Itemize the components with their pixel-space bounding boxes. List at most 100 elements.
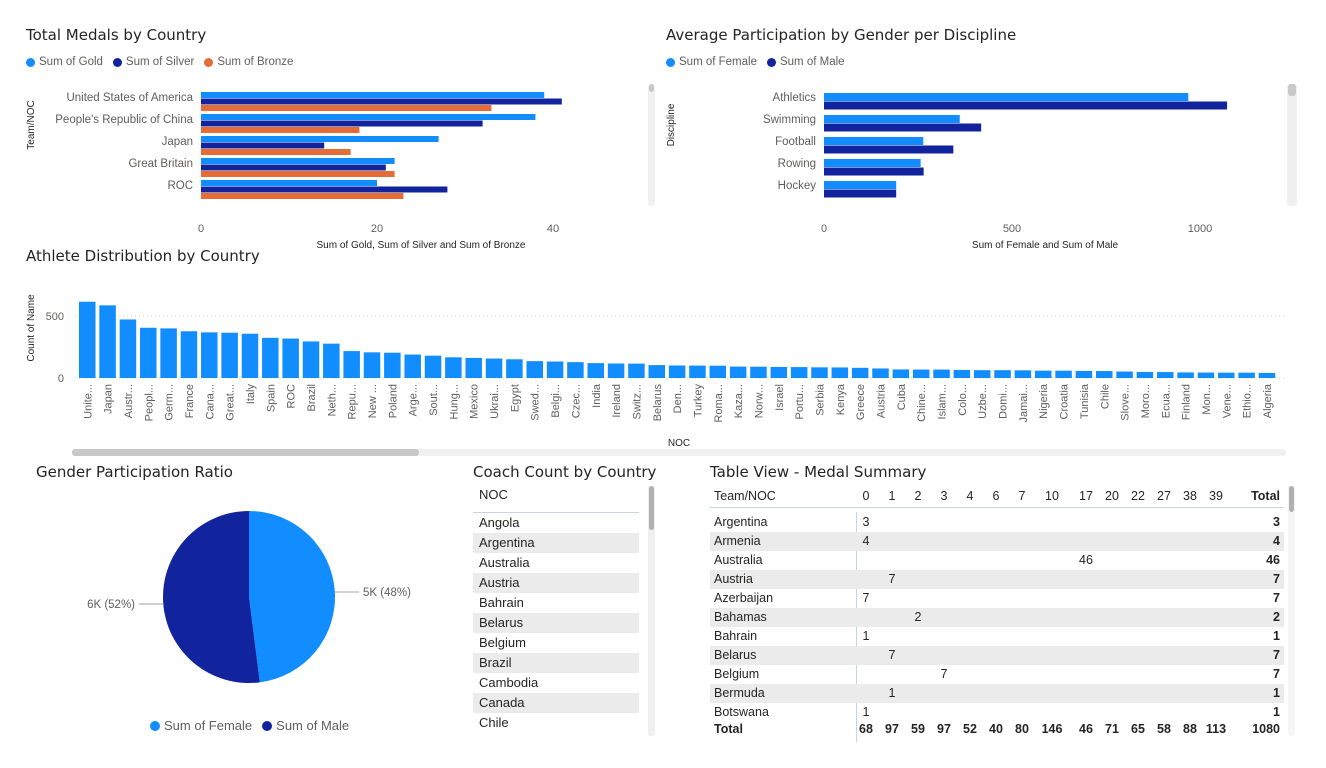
legend-dot-gold [26, 57, 35, 67]
legend-label-gold: Sum of Gold [39, 56, 103, 68]
row-team-name: Botswana [714, 705, 769, 719]
bar-sum-of-gold [201, 158, 395, 164]
table-row[interactable]: Armenia 4 4 [710, 532, 1284, 551]
category-label: Ireland [611, 384, 623, 418]
category-label: Neth... [326, 384, 338, 416]
medals-scroll-thumb[interactable] [649, 84, 654, 92]
table-header-column: 7 [1018, 489, 1026, 503]
category-label: New ... [367, 384, 379, 418]
athlete-bar [933, 369, 950, 378]
column-total: 97 [937, 722, 951, 736]
table-row[interactable]: Bermuda 1 1 [710, 684, 1284, 703]
athlete-bar [241, 333, 259, 378]
table-row[interactable]: Belgium 7 7 [710, 665, 1284, 684]
athlete-bar [648, 365, 666, 378]
coach-scrollbar[interactable] [648, 486, 655, 736]
athletes-scrollbar[interactable] [72, 449, 1286, 456]
row-team-name: Australia [714, 553, 763, 567]
category-label: Repu... [347, 384, 359, 419]
athlete-bar [689, 365, 706, 378]
medals-bar-chart[interactable]: Team/NOC United States of America People's… [20, 80, 650, 250]
row-team-name: Armenia [714, 534, 761, 548]
legend-item-gold[interactable]: Sum of Gold [26, 56, 103, 68]
coach-list[interactable]: Angola Argentina Australia Austria Bahrain Be… [473, 513, 639, 738]
table-row[interactable]: Bahrain 1 1 [710, 627, 1284, 646]
category-label: Mexico [469, 384, 481, 419]
bar-sum-of-male [824, 123, 982, 132]
category-label: Austria [876, 383, 888, 418]
athletes-scroll-thumb[interactable] [72, 449, 419, 456]
category-label: Norw... [753, 384, 765, 418]
category-label: Finland [1181, 384, 1193, 420]
coach-list-item[interactable]: Cambodia [479, 675, 539, 690]
coach-list-item[interactable]: Bahrain [479, 595, 524, 610]
category-label: Rowing [778, 158, 816, 170]
bar-sum-of-bronze [201, 193, 404, 199]
column-total: 46 [1079, 722, 1093, 736]
category-label: Brazil [306, 384, 318, 412]
category-label: ROC [167, 180, 193, 192]
y-axis-title: Count of Name [26, 294, 37, 362]
athletes-column-chart[interactable]: 0 500 Count of Name Unite... Japan Austr... Pe… [20, 280, 1300, 452]
coach-list-item[interactable]: Angola [479, 515, 520, 530]
participation-scrollbar[interactable] [1287, 84, 1297, 206]
athlete-bar [79, 301, 96, 378]
table-header-column: 22 [1131, 489, 1145, 503]
pie-legend-female[interactable]: Sum of Female [150, 718, 252, 733]
table-row[interactable]: Botswana 1 1 [710, 703, 1284, 722]
row-total: 4 [1273, 534, 1280, 548]
bar-sum-of-gold [201, 92, 545, 98]
category-label: Chile [1099, 384, 1111, 409]
table-row[interactable]: Azerbaijan 7 7 [710, 589, 1284, 608]
category-label: Roma... [713, 384, 725, 423]
table-header-team: Team/NOC [714, 489, 776, 503]
coach-list-item[interactable]: Canada [473, 693, 639, 713]
table-row[interactable]: Belarus 7 7 [710, 646, 1284, 665]
athlete-bar [1197, 372, 1215, 378]
athlete-bar [343, 351, 360, 378]
row-value: 1 [862, 705, 870, 719]
category-label: Swed... [530, 384, 542, 421]
medals-scrollbar[interactable] [648, 84, 655, 206]
row-value: 3 [862, 515, 870, 529]
medal-table-scroll-thumb[interactable] [1289, 486, 1294, 512]
coach-list-item[interactable]: Brazil [473, 653, 639, 673]
coach-list-item[interactable]: Chile [479, 715, 509, 730]
gender-pie-chart[interactable]: 5K (48%) 6K (52%) [60, 500, 440, 700]
coach-list-item[interactable]: Austria [473, 573, 639, 593]
athlete-bar [750, 366, 767, 378]
athlete-bar [1116, 371, 1133, 378]
bar-sum-of-male [824, 145, 954, 154]
pie-legend-dot-male [262, 720, 273, 731]
athlete-bar [1034, 370, 1052, 378]
x-axis-title: NOC [668, 438, 690, 449]
athlete-bar [445, 357, 462, 378]
athlete-bar [953, 369, 971, 378]
table-row[interactable]: Australia 46 46 [710, 551, 1284, 570]
legend-item-male[interactable]: Sum of Male [766, 56, 845, 68]
coach-column-header[interactable]: NOC [473, 487, 639, 513]
participation-bar-chart[interactable]: Discipline Athletics Swimming Football Rowin… [660, 80, 1290, 250]
coach-list-item[interactable]: Belgium [479, 635, 526, 650]
pie-legend-male[interactable]: Sum of Male [262, 718, 349, 733]
legend-item-female[interactable]: Sum of Female [666, 56, 757, 68]
coach-list-item[interactable]: Australia [479, 555, 530, 570]
legend-item-silver[interactable]: Sum of Silver [112, 56, 194, 68]
coach-list-item[interactable]: Argentina [473, 533, 639, 553]
table-row[interactable]: Austria 7 7 [710, 570, 1284, 589]
athlete-bar [404, 354, 421, 378]
column-total: 146 [1041, 722, 1063, 736]
athlete-bar [607, 363, 625, 378]
participation-scroll-thumb[interactable] [1288, 84, 1296, 96]
legend-item-bronze[interactable]: Sum of Bronze [204, 56, 293, 68]
row-team-name: Belgium [714, 667, 760, 681]
row-total: 3 [1273, 515, 1280, 529]
category-label: Peopl... [143, 384, 155, 421]
table-row[interactable]: Bahamas 2 2 [710, 608, 1284, 627]
athlete-bar [790, 367, 808, 378]
table-row[interactable]: Argentina 3 3 [710, 513, 1284, 532]
coach-scroll-thumb[interactable] [649, 486, 654, 530]
table-header-column: 1 [888, 489, 896, 503]
medal-table-scrollbar[interactable] [1288, 486, 1295, 736]
coach-list-item[interactable]: Belarus [473, 613, 639, 633]
